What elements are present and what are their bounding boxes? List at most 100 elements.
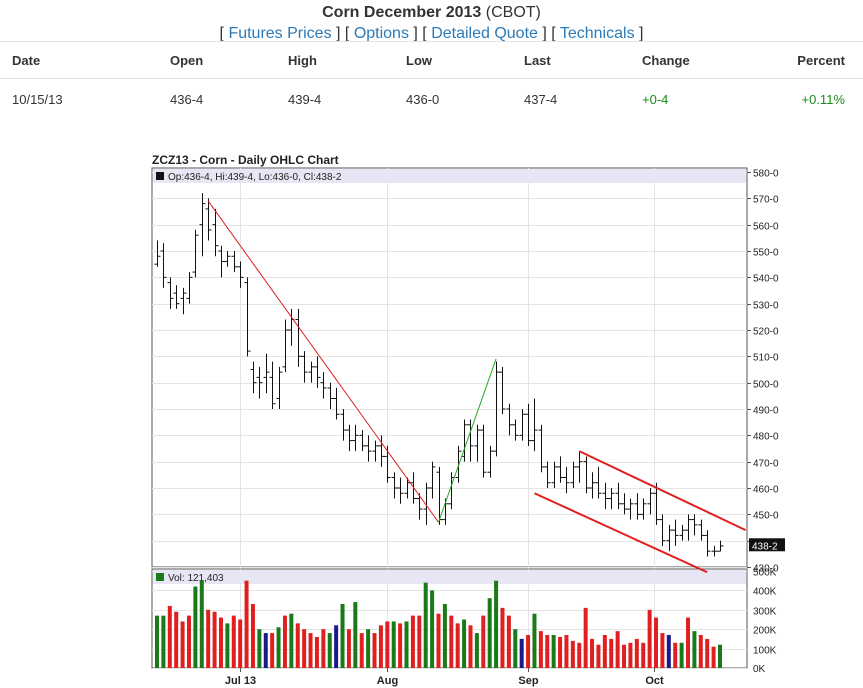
- volume-bar: [455, 623, 460, 668]
- last-price-label: 438-2: [752, 541, 778, 552]
- ohlc-bar: [269, 361, 276, 409]
- volume-bar: [327, 633, 332, 668]
- ohlc-bar: [627, 498, 634, 520]
- price-legend-bg: [153, 169, 746, 183]
- ohlc-bar: [640, 498, 647, 520]
- volume-bar: [666, 635, 671, 668]
- volume-bar: [449, 615, 454, 668]
- ohlc-bar: [423, 482, 430, 525]
- volume-bar: [705, 638, 710, 668]
- ohlc-bar: [372, 440, 379, 462]
- ohlc-bar: [205, 198, 212, 241]
- detailed-quote-link[interactable]: Detailed Quote: [431, 25, 538, 42]
- ohlc-bar: [365, 435, 372, 462]
- volume-bar: [193, 586, 198, 668]
- futures-prices-link[interactable]: Futures Prices: [228, 25, 332, 42]
- quote-row: 10/15/13 436-4 439-4 436-0 437-4 +0-4 +0…: [0, 79, 863, 120]
- volume-bar: [250, 603, 255, 668]
- ohlc-bar: [263, 353, 270, 394]
- volume-bar: [532, 613, 537, 668]
- ohlc-bar: [589, 472, 596, 499]
- ohlc-bar: [551, 461, 558, 488]
- ohlc-bar: [576, 451, 583, 483]
- ohlc-bar: [717, 540, 724, 552]
- ohlc-bar: [180, 287, 187, 315]
- volume-bar: [673, 642, 678, 668]
- ohlc-bar: [308, 361, 315, 383]
- options-link[interactable]: Options: [353, 25, 409, 42]
- price-tick-label: 430-0: [753, 564, 779, 575]
- volume-bar: [346, 629, 351, 668]
- col-change: Change: [642, 41, 782, 79]
- ohlc-bar: [506, 403, 513, 436]
- col-percent: Percent: [782, 41, 863, 79]
- ohlc-bar: [301, 351, 308, 383]
- volume-bar: [622, 644, 627, 668]
- volume-bar: [679, 642, 684, 668]
- ohlc-bar: [711, 545, 718, 557]
- ohlc-bar: [647, 488, 654, 515]
- volume-bar: [302, 629, 307, 668]
- volume-bar: [442, 603, 447, 668]
- volume-bar: [718, 644, 722, 668]
- exchange-label: (CBOT): [485, 4, 541, 21]
- ohlc-bar: [167, 277, 174, 309]
- ohlc-bar: [429, 461, 436, 499]
- volume-bar: [686, 617, 691, 668]
- channel-lower-line: [534, 492, 708, 574]
- volume-bar: [590, 638, 595, 668]
- volume-bar: [423, 582, 428, 668]
- price-tick-label: 580-0: [753, 169, 779, 180]
- technicals-link[interactable]: Technicals: [559, 25, 635, 42]
- ohlc-bar: [199, 193, 206, 257]
- volume-bar: [500, 607, 505, 668]
- ohlc-bar: [704, 530, 711, 557]
- volume-bar: [430, 590, 435, 668]
- ohlc-bar: [276, 366, 283, 409]
- volume-bar: [225, 623, 230, 668]
- price-tick-label: 560-0: [753, 222, 779, 233]
- ohlc-bar: [691, 514, 698, 536]
- volume-bar: [340, 603, 345, 668]
- cell-percent: +0.11%: [801, 91, 846, 107]
- volume-bar: [212, 611, 217, 668]
- page-title: Corn December 2013 (CBOT): [0, 2, 863, 24]
- volume-bar: [206, 609, 211, 668]
- volume-tick-label: 0K: [753, 664, 766, 675]
- cell-open: 436-4: [170, 91, 204, 107]
- volume-bar: [602, 635, 607, 668]
- ohlc-bar: [666, 524, 673, 552]
- price-tick-label: 530-0: [753, 301, 779, 312]
- ohlc-bar: [224, 251, 231, 267]
- ohlc-bar: [570, 461, 577, 488]
- col-last: Last: [524, 41, 642, 79]
- volume-bar: [711, 646, 716, 668]
- volume-bar: [609, 638, 614, 668]
- ohlc-bar: [384, 445, 391, 483]
- ohlc-bar: [531, 398, 538, 452]
- price-tick-label: 500-0: [753, 380, 779, 391]
- x-tick-label: Jul 13: [225, 675, 256, 687]
- price-tick-label: 510-0: [753, 353, 779, 364]
- ohlc-bar: [602, 482, 609, 510]
- volume-bar: [634, 638, 639, 668]
- volume-legend-swatch: [156, 573, 164, 581]
- volume-bar: [366, 629, 371, 668]
- volume-bar: [513, 629, 518, 668]
- volume-tick-label: 100K: [753, 646, 777, 657]
- volume-bar: [417, 615, 422, 668]
- volume-bar: [654, 617, 659, 668]
- uptrend-line: [438, 358, 497, 523]
- volume-bar: [257, 629, 262, 668]
- ohlc-bar: [352, 424, 359, 452]
- volume-bar: [334, 625, 339, 668]
- ohlc-bar: [333, 387, 340, 420]
- x-tick-label: Oct: [645, 675, 664, 687]
- ohlc-bar: [493, 361, 500, 457]
- ohlc-bar: [685, 514, 692, 541]
- ohlc-bar: [212, 208, 219, 257]
- ohlc-bar: [467, 419, 474, 462]
- volume-bar: [231, 615, 236, 668]
- ohlc-bar: [391, 472, 398, 499]
